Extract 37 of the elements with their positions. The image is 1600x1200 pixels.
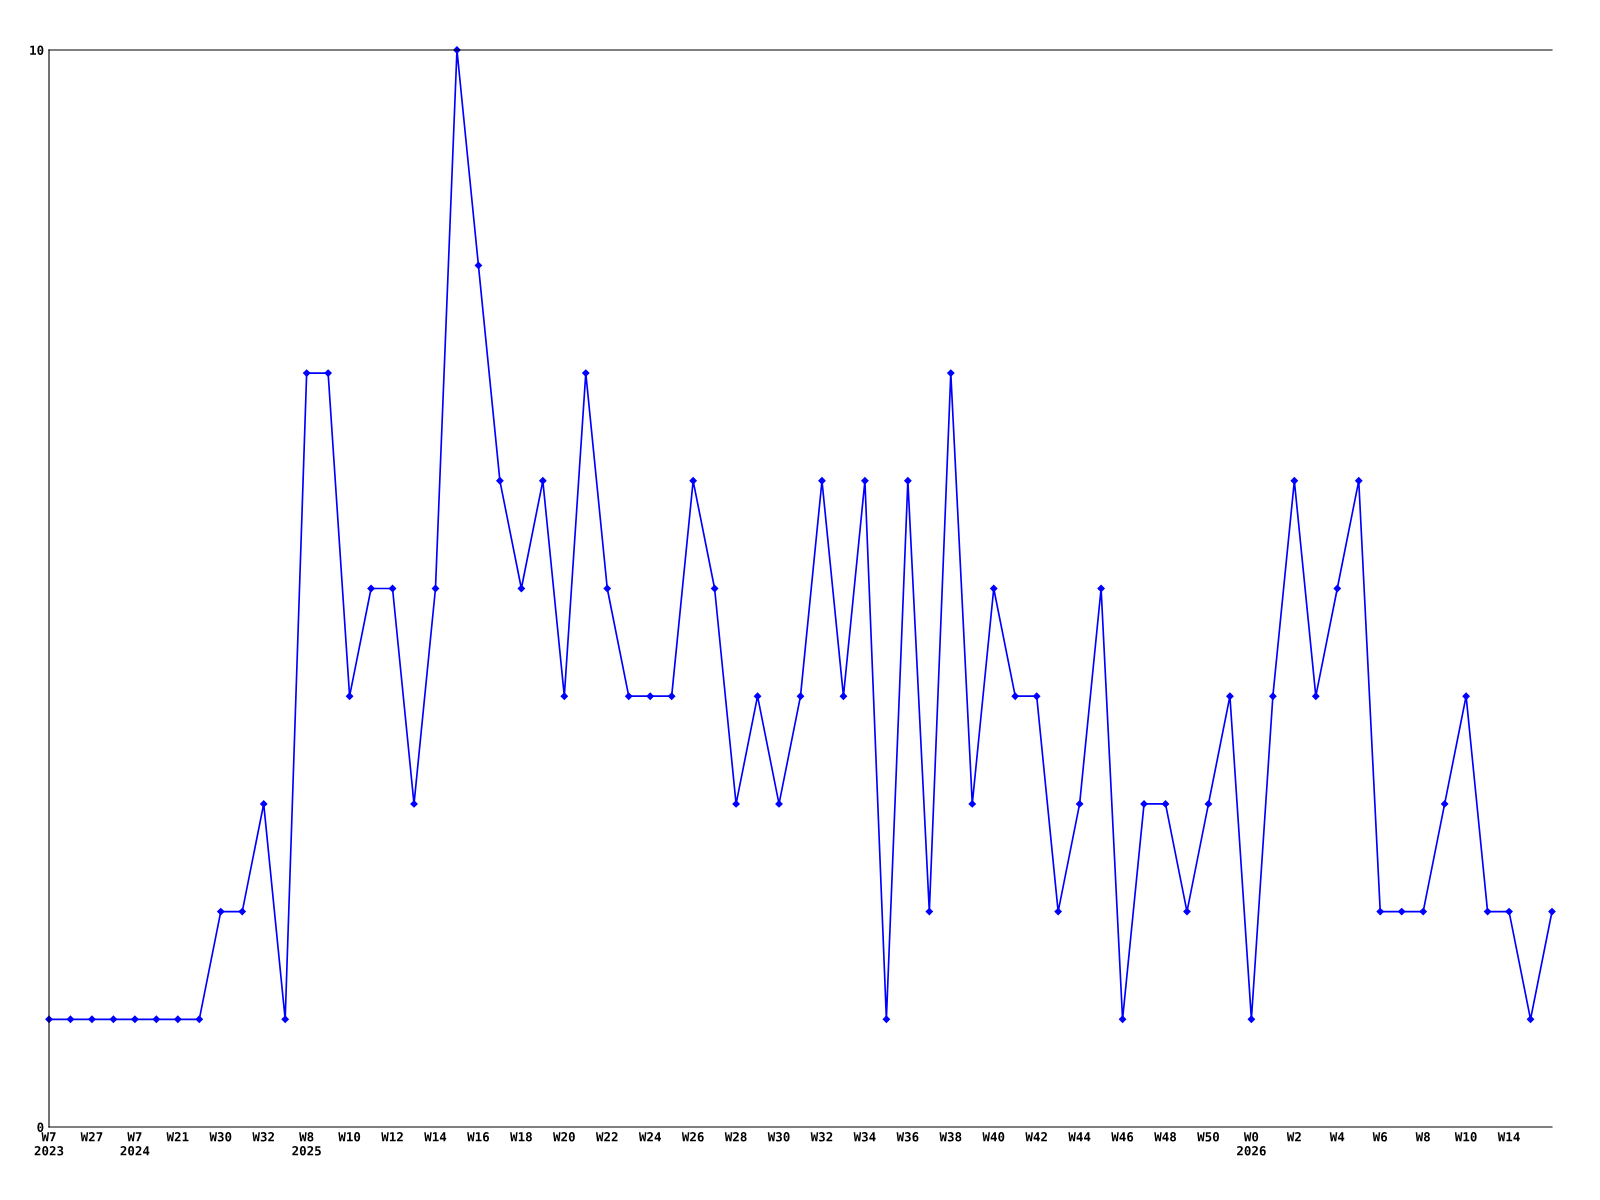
x-tick-label: W21	[166, 1132, 189, 1142]
x-tick-label: W8	[1415, 1132, 1430, 1142]
x-tick-label: W24	[638, 1132, 661, 1142]
x-tick-label: W26	[681, 1132, 704, 1142]
x-tick-label: W14	[1497, 1132, 1520, 1142]
y-tick-label: 10	[30, 45, 44, 55]
x-tick-label: W7 2023	[34, 1132, 64, 1156]
y-tick-label: 0	[37, 1122, 44, 1132]
x-tick-label: W32	[252, 1132, 274, 1142]
x-tick-label: W22	[595, 1132, 618, 1142]
x-tick-label: W44	[1068, 1132, 1091, 1142]
x-tick-label: W18	[510, 1132, 532, 1142]
x-tick-label: W48	[1154, 1132, 1177, 1142]
x-tick-label: W8 2025	[292, 1132, 321, 1156]
x-tick-label: W34	[853, 1132, 876, 1142]
x-tick-label: W20	[553, 1132, 575, 1142]
x-tick-label: W30	[767, 1132, 790, 1142]
x-tick-label: W46	[1111, 1132, 1134, 1142]
x-tick-label: W40	[982, 1132, 1005, 1142]
x-tick-label: W36	[896, 1132, 919, 1142]
x-tick-label: W12	[381, 1132, 403, 1142]
x-tick-label: W4	[1329, 1132, 1345, 1142]
x-tick-label: W2	[1286, 1132, 1301, 1142]
x-tick-label: W32	[810, 1132, 833, 1142]
x-tick-label: W28	[724, 1132, 747, 1142]
x-tick-label: W10	[338, 1132, 361, 1142]
x-tick-label: W27	[80, 1132, 103, 1142]
x-tick-label: W38	[939, 1132, 962, 1142]
x-tick-label: W30	[209, 1132, 232, 1142]
x-tick-label: W42	[1025, 1132, 1047, 1142]
x-tick-label: W50	[1197, 1132, 1219, 1142]
x-tick-label: W16	[467, 1132, 490, 1142]
x-tick-label: W10	[1454, 1132, 1477, 1142]
x-tick-label: W6	[1372, 1132, 1388, 1142]
x-tick-label: W7 2024	[120, 1132, 150, 1156]
x-tick-label: W0 2026	[1237, 1132, 1266, 1156]
x-tick-label: W14	[424, 1132, 447, 1142]
